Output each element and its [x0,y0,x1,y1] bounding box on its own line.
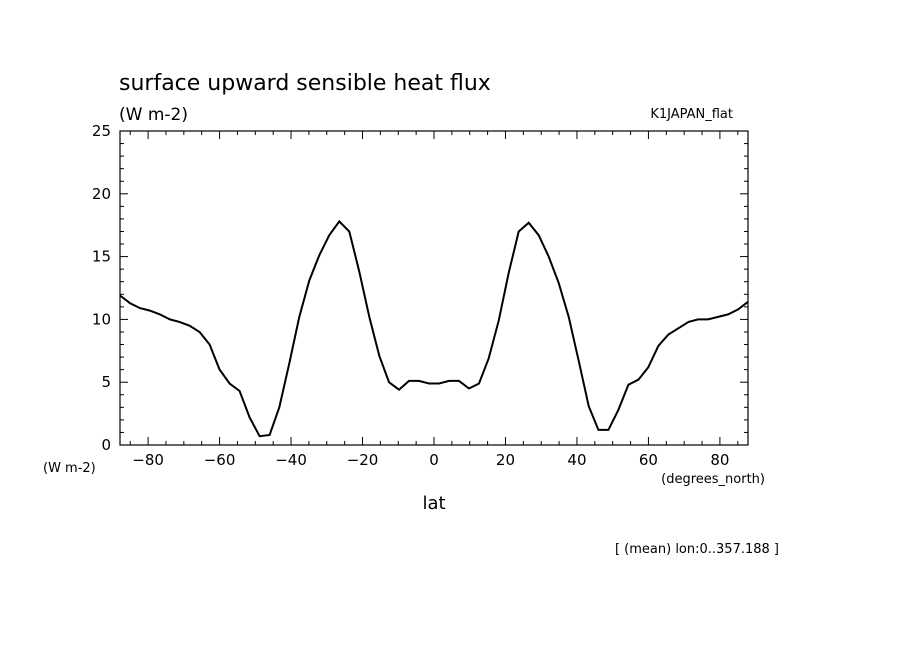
x-tick-label: 60 [639,451,658,469]
y-tick-label: 15 [92,248,111,266]
x-tick-label: 40 [567,451,586,469]
x-tick-label: −40 [275,451,307,469]
y-tick-label: 10 [92,310,111,328]
x-tick-label: 20 [496,451,515,469]
dataset-label: K1JAPAN_flat [650,107,733,122]
units-label: (W m-2) [119,105,188,125]
y-axis-label: (W m-2) [43,461,96,476]
x-tick-label: 80 [710,451,729,469]
y-tick-labels: 0 5 10 15 20 25 [92,122,111,454]
series-line [119,219,749,438]
x-tick-labels: −80 −60 −40 −20 0 20 40 60 80 [132,451,729,469]
x-tick-label: −80 [132,451,164,469]
x-axis-label: lat [422,493,445,514]
y-tick-label: 0 [101,436,111,454]
footnote: [ (mean) lon:0..357.188 ] [615,542,779,557]
x-axis-units: (degrees_north) [661,472,765,487]
plot-frame [119,130,749,446]
x-tick-label: 0 [429,451,439,469]
y-tick-label: 20 [92,185,111,203]
axis-ticks [120,130,748,446]
y-tick-label: 5 [101,373,111,391]
x-tick-label: −20 [347,451,379,469]
y-tick-label: 25 [92,122,111,140]
x-tick-label: −60 [204,451,236,469]
chart-title: surface upward sensible heat flux [119,71,491,96]
